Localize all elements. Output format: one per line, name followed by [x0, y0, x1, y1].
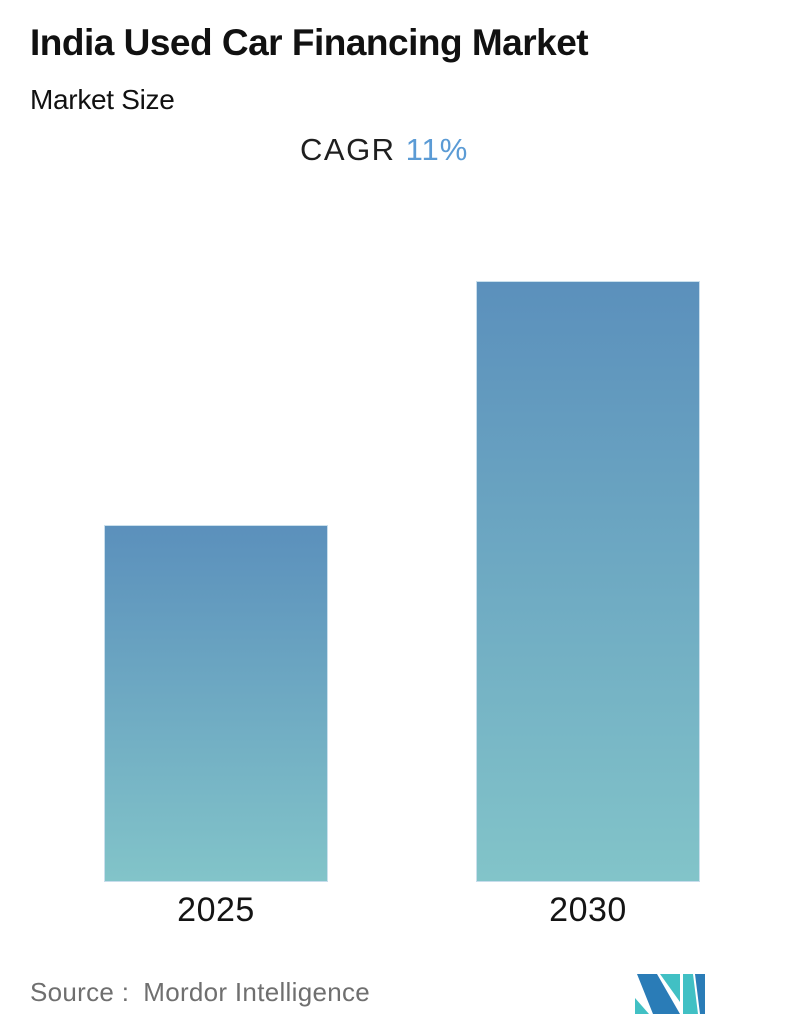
cagr-line: CAGR 11% [300, 132, 468, 168]
chart-title: India Used Car Financing Market [30, 22, 589, 63]
cagr-label: CAGR [300, 132, 396, 167]
category-label-2030: 2030 [549, 891, 627, 929]
bar-2030 [476, 281, 700, 882]
source-value: Mordor Intelligence [143, 977, 371, 1007]
chart-subtitle: Market Size [30, 84, 175, 115]
category-label-2025: 2025 [177, 891, 255, 929]
bar-chart-plot-area [104, 281, 700, 882]
source-label: Source : [30, 977, 130, 1007]
source-attribution: Source : Mordor Intelligence [30, 977, 370, 1008]
x-axis-category-labels: 2025 2030 [104, 891, 700, 930]
bar-2025 [104, 525, 328, 882]
cagr-value: 11% [405, 132, 469, 167]
mordor-intelligence-logo [635, 974, 705, 1014]
